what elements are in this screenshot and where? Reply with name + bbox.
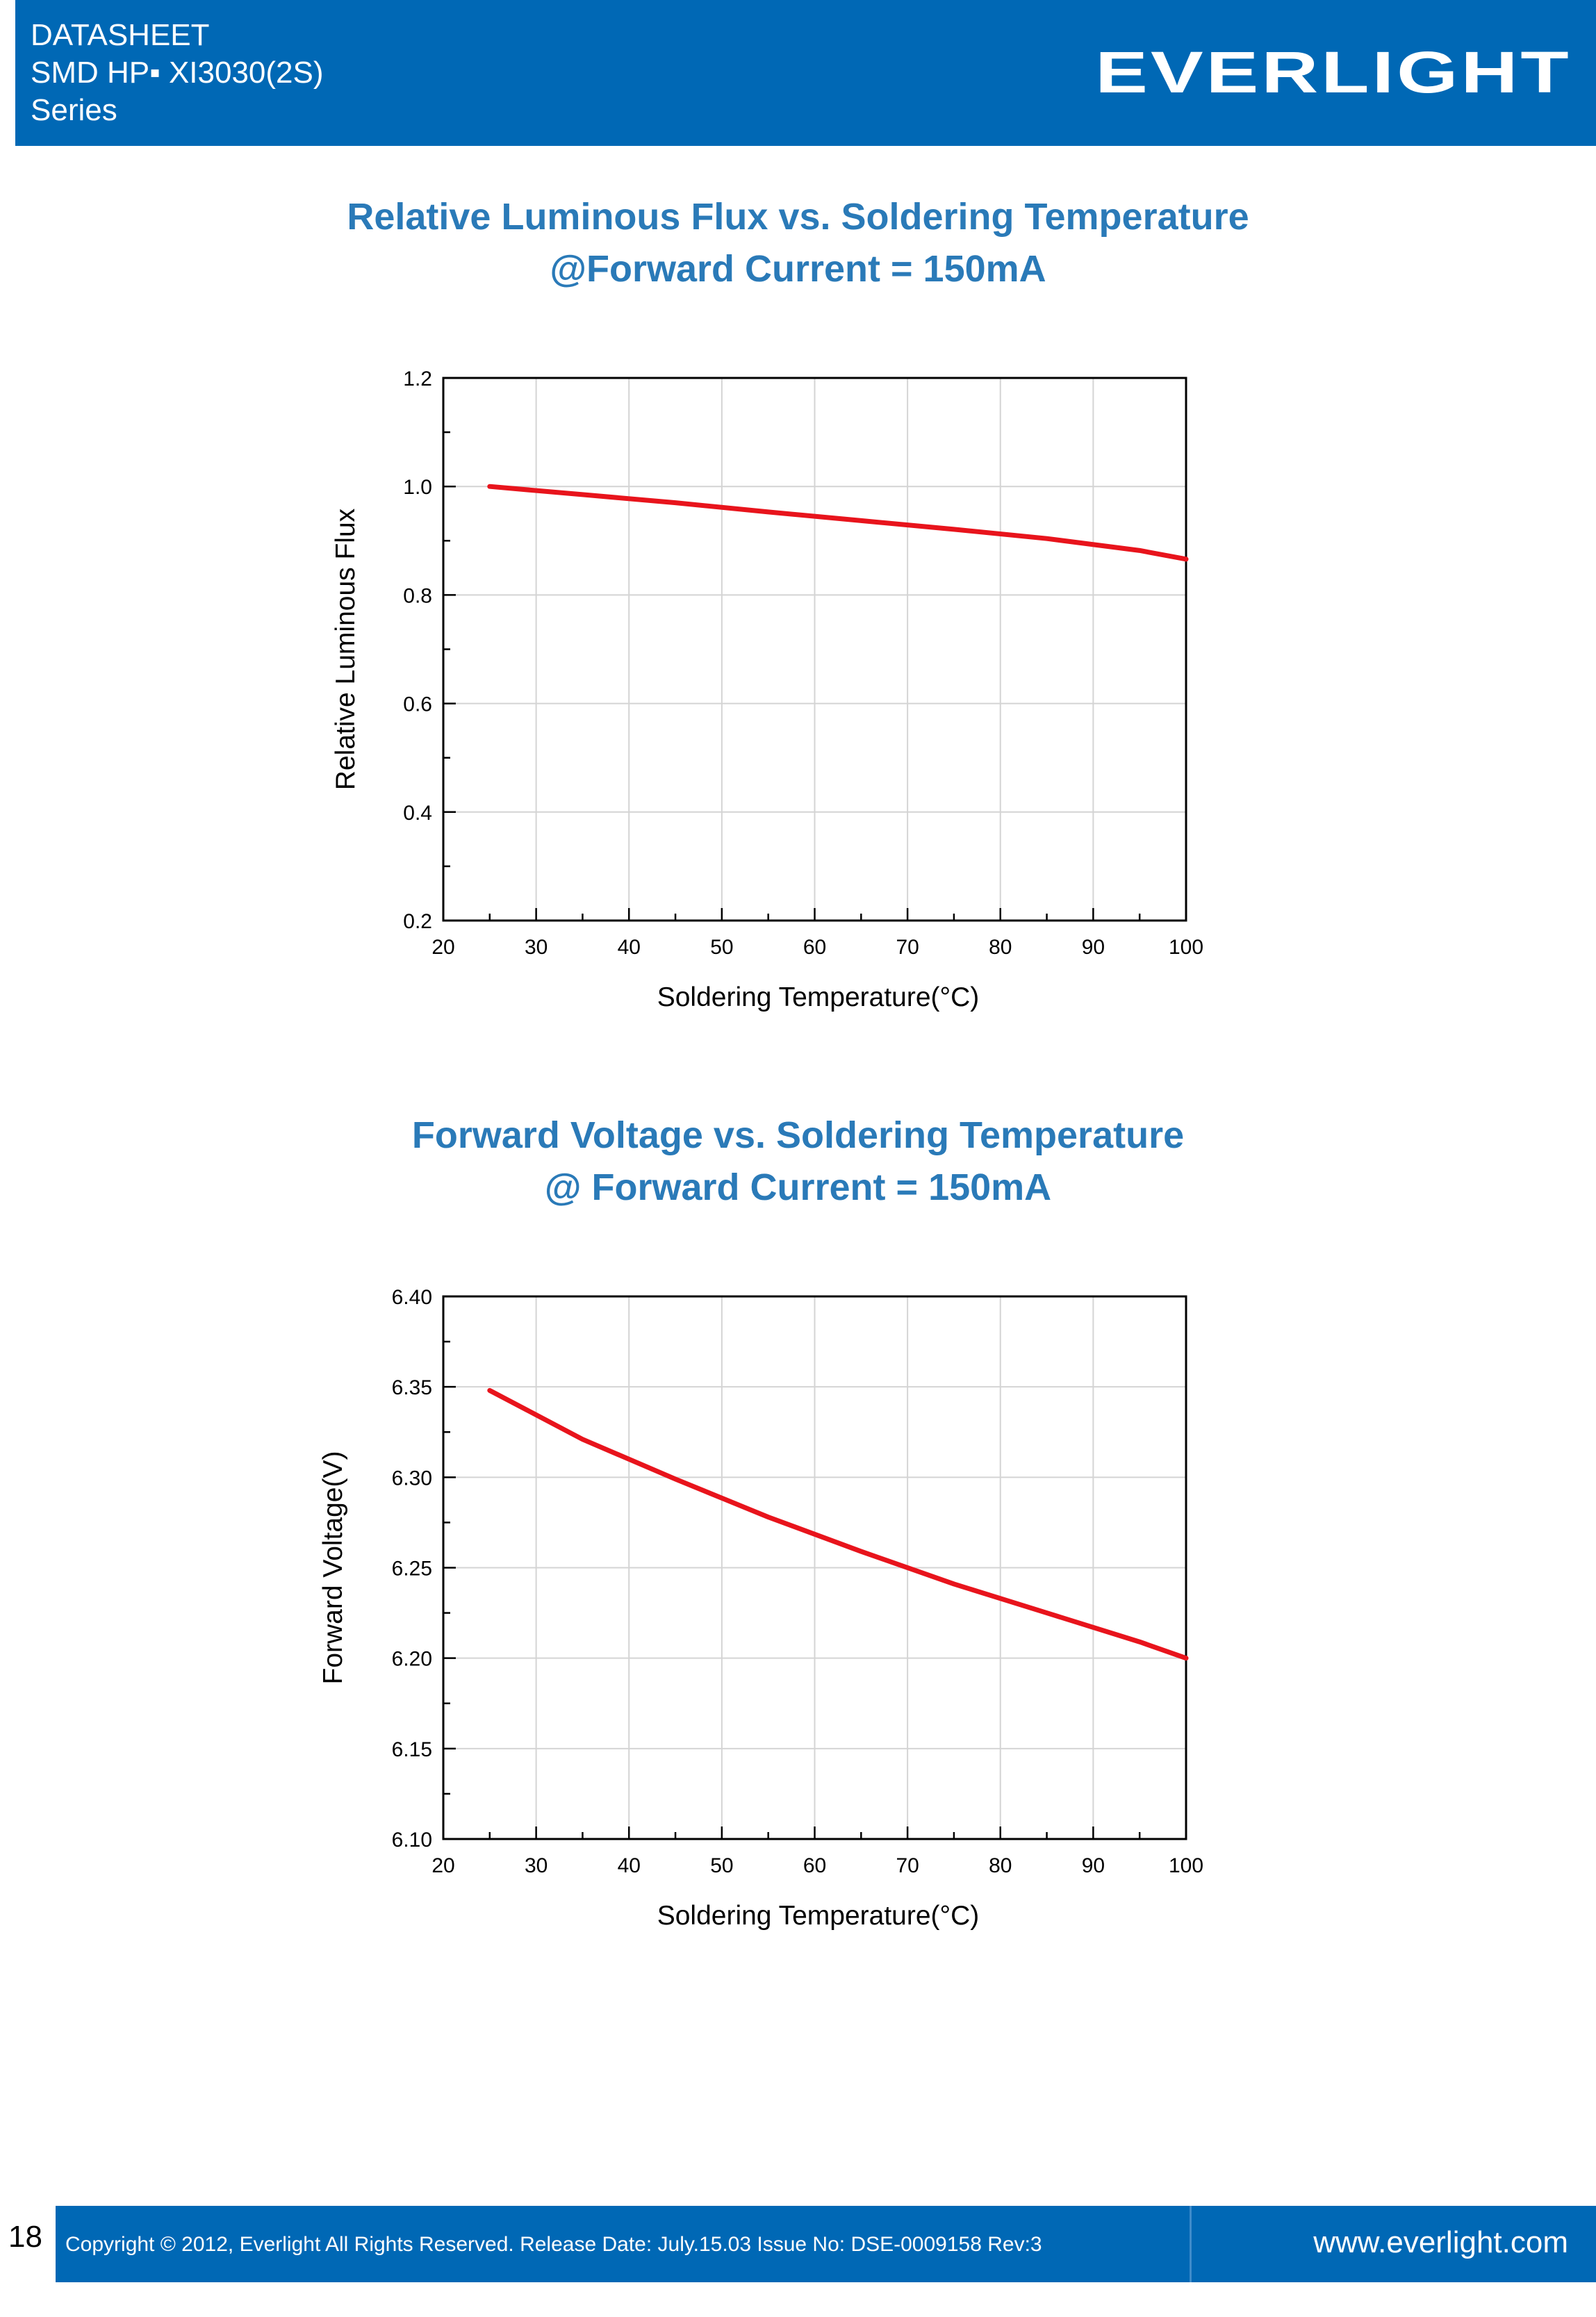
y-tick-label: 6.40 bbox=[392, 1286, 432, 1309]
x-tick-label: 30 bbox=[525, 1854, 548, 1877]
y-tick-label: 6.25 bbox=[392, 1558, 432, 1581]
page-number: 18 bbox=[8, 2220, 42, 2254]
y-tick-label: 0.4 bbox=[403, 802, 432, 825]
copyright-text: Copyright © 2012, Everlight All Rights R… bbox=[65, 2233, 1042, 2256]
x-tick-label: 60 bbox=[803, 936, 826, 959]
x-tick-label: 40 bbox=[618, 1854, 641, 1877]
header-product: SMD HP▪ XI3030(2S) bbox=[31, 56, 324, 90]
chart2-title-line2: @ Forward Current = 150mA bbox=[544, 1166, 1052, 1208]
plot-frame bbox=[442, 1295, 1187, 1840]
x-tick-label: 100 bbox=[1169, 1854, 1203, 1877]
x-tick-label: 20 bbox=[431, 936, 454, 959]
x-tick-label: 60 bbox=[803, 1854, 826, 1877]
x-tick-label: 50 bbox=[710, 936, 733, 959]
luminous-flux-chart: 20 30 40 50 60 70 80 90 100 0.2 0.4 0.6 0.8 1.0 1.2 Sol… bbox=[331, 368, 1203, 1012]
chart1-title-line2: @Forward Current = 150mA bbox=[550, 248, 1046, 290]
y-tick-label: 0.6 bbox=[403, 693, 432, 716]
y-tick-label: 6.35 bbox=[392, 1376, 432, 1399]
data-series-line bbox=[487, 1387, 1189, 1661]
y-tick-label: 6.20 bbox=[392, 1648, 432, 1671]
header-series: Series bbox=[31, 93, 117, 127]
x-axis-label: Soldering Temperature(°C) bbox=[657, 982, 980, 1012]
chart1-title-line1: Relative Luminous Flux vs. Soldering Tem… bbox=[347, 196, 1249, 238]
y-axis-label: Forward Voltage(V) bbox=[318, 1451, 348, 1685]
y-tick-label: 6.15 bbox=[392, 1738, 432, 1761]
footer-divider bbox=[1190, 2206, 1192, 2282]
x-axis-label: Soldering Temperature(°C) bbox=[657, 1901, 980, 1931]
header-bar: DATASHEET SMD HP▪ XI3030(2S) Series EVER… bbox=[15, 0, 1596, 146]
y-tick-label: 6.30 bbox=[392, 1467, 432, 1490]
x-tick-label: 80 bbox=[989, 936, 1012, 959]
everlight-logo: EVERLIGHT bbox=[1095, 40, 1572, 105]
x-tick-label: 30 bbox=[525, 936, 548, 959]
forward-voltage-chart: 20 30 40 50 60 70 80 90 100 6.10 6.15 6.20 6.25 6.30 6… bbox=[318, 1286, 1203, 1931]
y-tick-label: 0.2 bbox=[403, 910, 432, 933]
x-tick-label: 100 bbox=[1169, 936, 1203, 959]
x-tick-label: 70 bbox=[896, 1854, 919, 1877]
header-doc-type: DATASHEET bbox=[31, 18, 210, 52]
x-tick-label: 70 bbox=[896, 936, 919, 959]
y-tick-label: 0.8 bbox=[403, 584, 432, 607]
y-tick-label: 6.10 bbox=[392, 1829, 432, 1852]
y-tick-label: 1.2 bbox=[403, 368, 432, 390]
plot-frame bbox=[442, 377, 1187, 922]
x-tick-label: 50 bbox=[710, 1854, 733, 1877]
header-text: DATASHEET SMD HP▪ XI3030(2S) Series bbox=[31, 17, 324, 129]
footer: 18 Copyright © 2012, Everlight All Right… bbox=[0, 2206, 1596, 2282]
footer-bar: Copyright © 2012, Everlight All Rights R… bbox=[56, 2206, 1596, 2282]
chart2-title: Forward Voltage vs. Soldering Temperatur… bbox=[0, 1110, 1596, 1214]
chart2-title-line1: Forward Voltage vs. Soldering Temperatur… bbox=[411, 1114, 1185, 1156]
y-tick-label: 1.0 bbox=[403, 476, 432, 499]
x-tick-label: 90 bbox=[1082, 936, 1105, 959]
x-tick-label: 20 bbox=[431, 1854, 454, 1877]
chart1-title: Relative Luminous Flux vs. Soldering Tem… bbox=[0, 191, 1596, 295]
website-link[interactable]: www.everlight.com bbox=[1313, 2225, 1568, 2259]
y-axis-label: Relative Luminous Flux bbox=[331, 508, 361, 790]
x-tick-label: 40 bbox=[618, 936, 641, 959]
x-tick-label: 90 bbox=[1082, 1854, 1105, 1877]
data-series-line bbox=[487, 484, 1189, 562]
x-tick-label: 80 bbox=[989, 1854, 1012, 1877]
